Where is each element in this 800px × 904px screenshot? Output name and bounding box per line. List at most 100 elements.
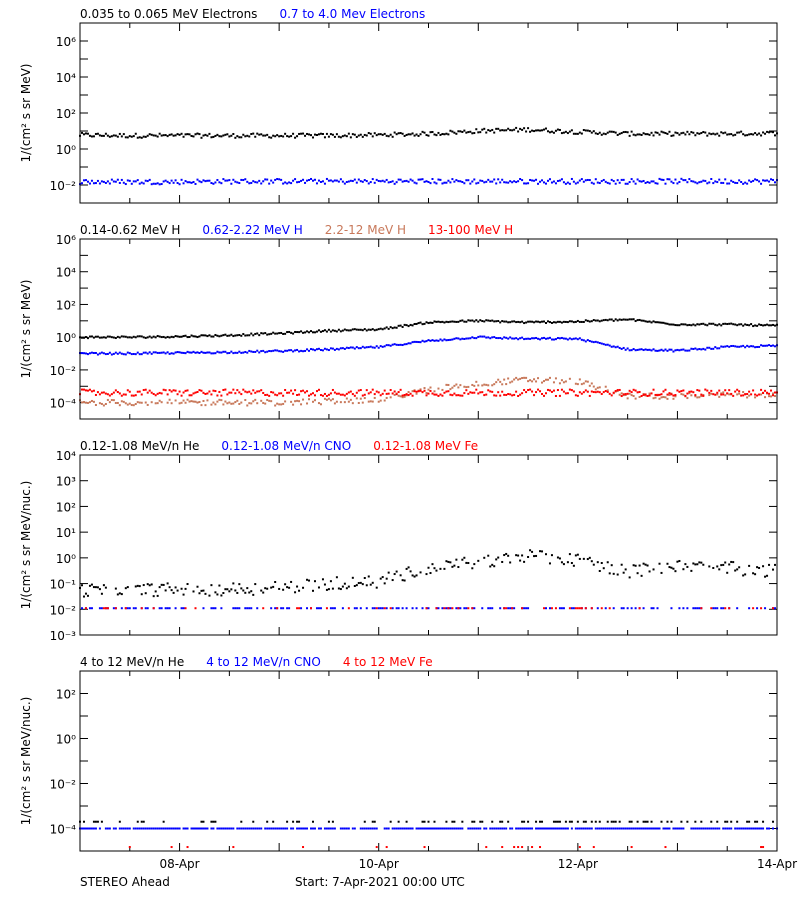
y-tick-label: 10⁻⁴ bbox=[50, 823, 77, 837]
data-point bbox=[274, 349, 277, 352]
data-point bbox=[194, 391, 197, 394]
data-point bbox=[600, 392, 603, 395]
data-point bbox=[543, 336, 546, 339]
data-point bbox=[570, 338, 573, 341]
data-point bbox=[82, 388, 85, 391]
data-point bbox=[630, 178, 633, 181]
data-point bbox=[564, 827, 567, 830]
data-point bbox=[764, 389, 767, 392]
data-point bbox=[600, 562, 603, 565]
data-point bbox=[262, 180, 265, 183]
data-point bbox=[746, 344, 749, 347]
data-point bbox=[347, 585, 350, 588]
data-point bbox=[491, 128, 494, 131]
data-point bbox=[266, 827, 269, 830]
data-point bbox=[192, 827, 195, 830]
data-point bbox=[300, 827, 303, 830]
data-point bbox=[82, 179, 85, 182]
data-point bbox=[278, 350, 281, 353]
data-point bbox=[515, 390, 518, 393]
data-point bbox=[491, 319, 494, 322]
data-point bbox=[762, 565, 765, 568]
data-point bbox=[232, 388, 235, 391]
data-point bbox=[200, 827, 203, 830]
data-point bbox=[379, 394, 382, 397]
data-point bbox=[186, 336, 189, 339]
data-point bbox=[550, 321, 553, 324]
data-point bbox=[84, 336, 87, 339]
data-point bbox=[568, 337, 571, 340]
data-point bbox=[156, 135, 159, 138]
data-point bbox=[463, 129, 466, 132]
data-point bbox=[437, 178, 440, 181]
data-point bbox=[184, 827, 187, 830]
data-point bbox=[84, 132, 87, 135]
data-point bbox=[495, 558, 498, 561]
data-point bbox=[401, 396, 404, 399]
data-point bbox=[232, 178, 235, 181]
data-point bbox=[503, 554, 506, 557]
data-point bbox=[648, 392, 651, 395]
data-point bbox=[600, 607, 603, 610]
data-point bbox=[206, 335, 209, 338]
data-point bbox=[395, 827, 398, 830]
data-point bbox=[268, 399, 271, 402]
data-point bbox=[272, 391, 275, 394]
y-tick-label: 10⁴ bbox=[56, 449, 76, 463]
data-point bbox=[425, 180, 428, 183]
data-point bbox=[240, 393, 243, 396]
data-point bbox=[736, 607, 739, 610]
data-point bbox=[90, 135, 93, 138]
data-point bbox=[331, 180, 334, 183]
data-point bbox=[266, 133, 269, 136]
data-point bbox=[684, 323, 687, 326]
data-point bbox=[106, 180, 109, 183]
data-point bbox=[327, 135, 330, 138]
data-point bbox=[455, 132, 458, 135]
data-point bbox=[108, 827, 111, 830]
data-point bbox=[457, 386, 460, 389]
data-point bbox=[570, 320, 573, 323]
data-point bbox=[280, 827, 283, 830]
data-point bbox=[668, 827, 671, 830]
data-point bbox=[196, 132, 199, 135]
data-point bbox=[550, 130, 553, 133]
data-point bbox=[513, 607, 516, 610]
data-point bbox=[529, 388, 532, 391]
data-point bbox=[355, 607, 358, 610]
data-point bbox=[662, 396, 665, 399]
data-point bbox=[471, 827, 474, 830]
series-3 bbox=[79, 376, 777, 407]
data-point bbox=[732, 561, 735, 564]
data-point bbox=[758, 345, 761, 348]
data-point bbox=[190, 351, 193, 354]
data-point bbox=[764, 324, 767, 327]
data-point bbox=[716, 391, 719, 394]
data-point bbox=[224, 400, 227, 403]
data-point bbox=[662, 131, 665, 134]
y-tick-label: 10⁶ bbox=[56, 35, 76, 49]
data-point bbox=[544, 827, 547, 830]
data-point bbox=[475, 337, 478, 340]
data-point bbox=[172, 827, 175, 830]
data-point bbox=[423, 820, 426, 823]
data-point bbox=[726, 392, 729, 395]
data-point bbox=[200, 334, 203, 337]
data-point bbox=[582, 180, 585, 183]
data-point bbox=[604, 385, 607, 388]
data-point bbox=[413, 323, 416, 326]
data-point bbox=[419, 388, 422, 391]
data-point bbox=[194, 400, 197, 403]
data-point bbox=[268, 136, 271, 139]
data-point bbox=[423, 389, 426, 392]
data-point bbox=[401, 325, 404, 328]
data-point bbox=[447, 321, 450, 324]
data-point bbox=[228, 352, 231, 355]
data-point bbox=[306, 402, 309, 405]
data-point bbox=[429, 182, 432, 185]
data-point bbox=[90, 351, 93, 354]
data-point bbox=[696, 396, 699, 399]
data-point bbox=[722, 345, 725, 348]
data-point bbox=[357, 582, 360, 585]
data-point bbox=[503, 320, 506, 323]
